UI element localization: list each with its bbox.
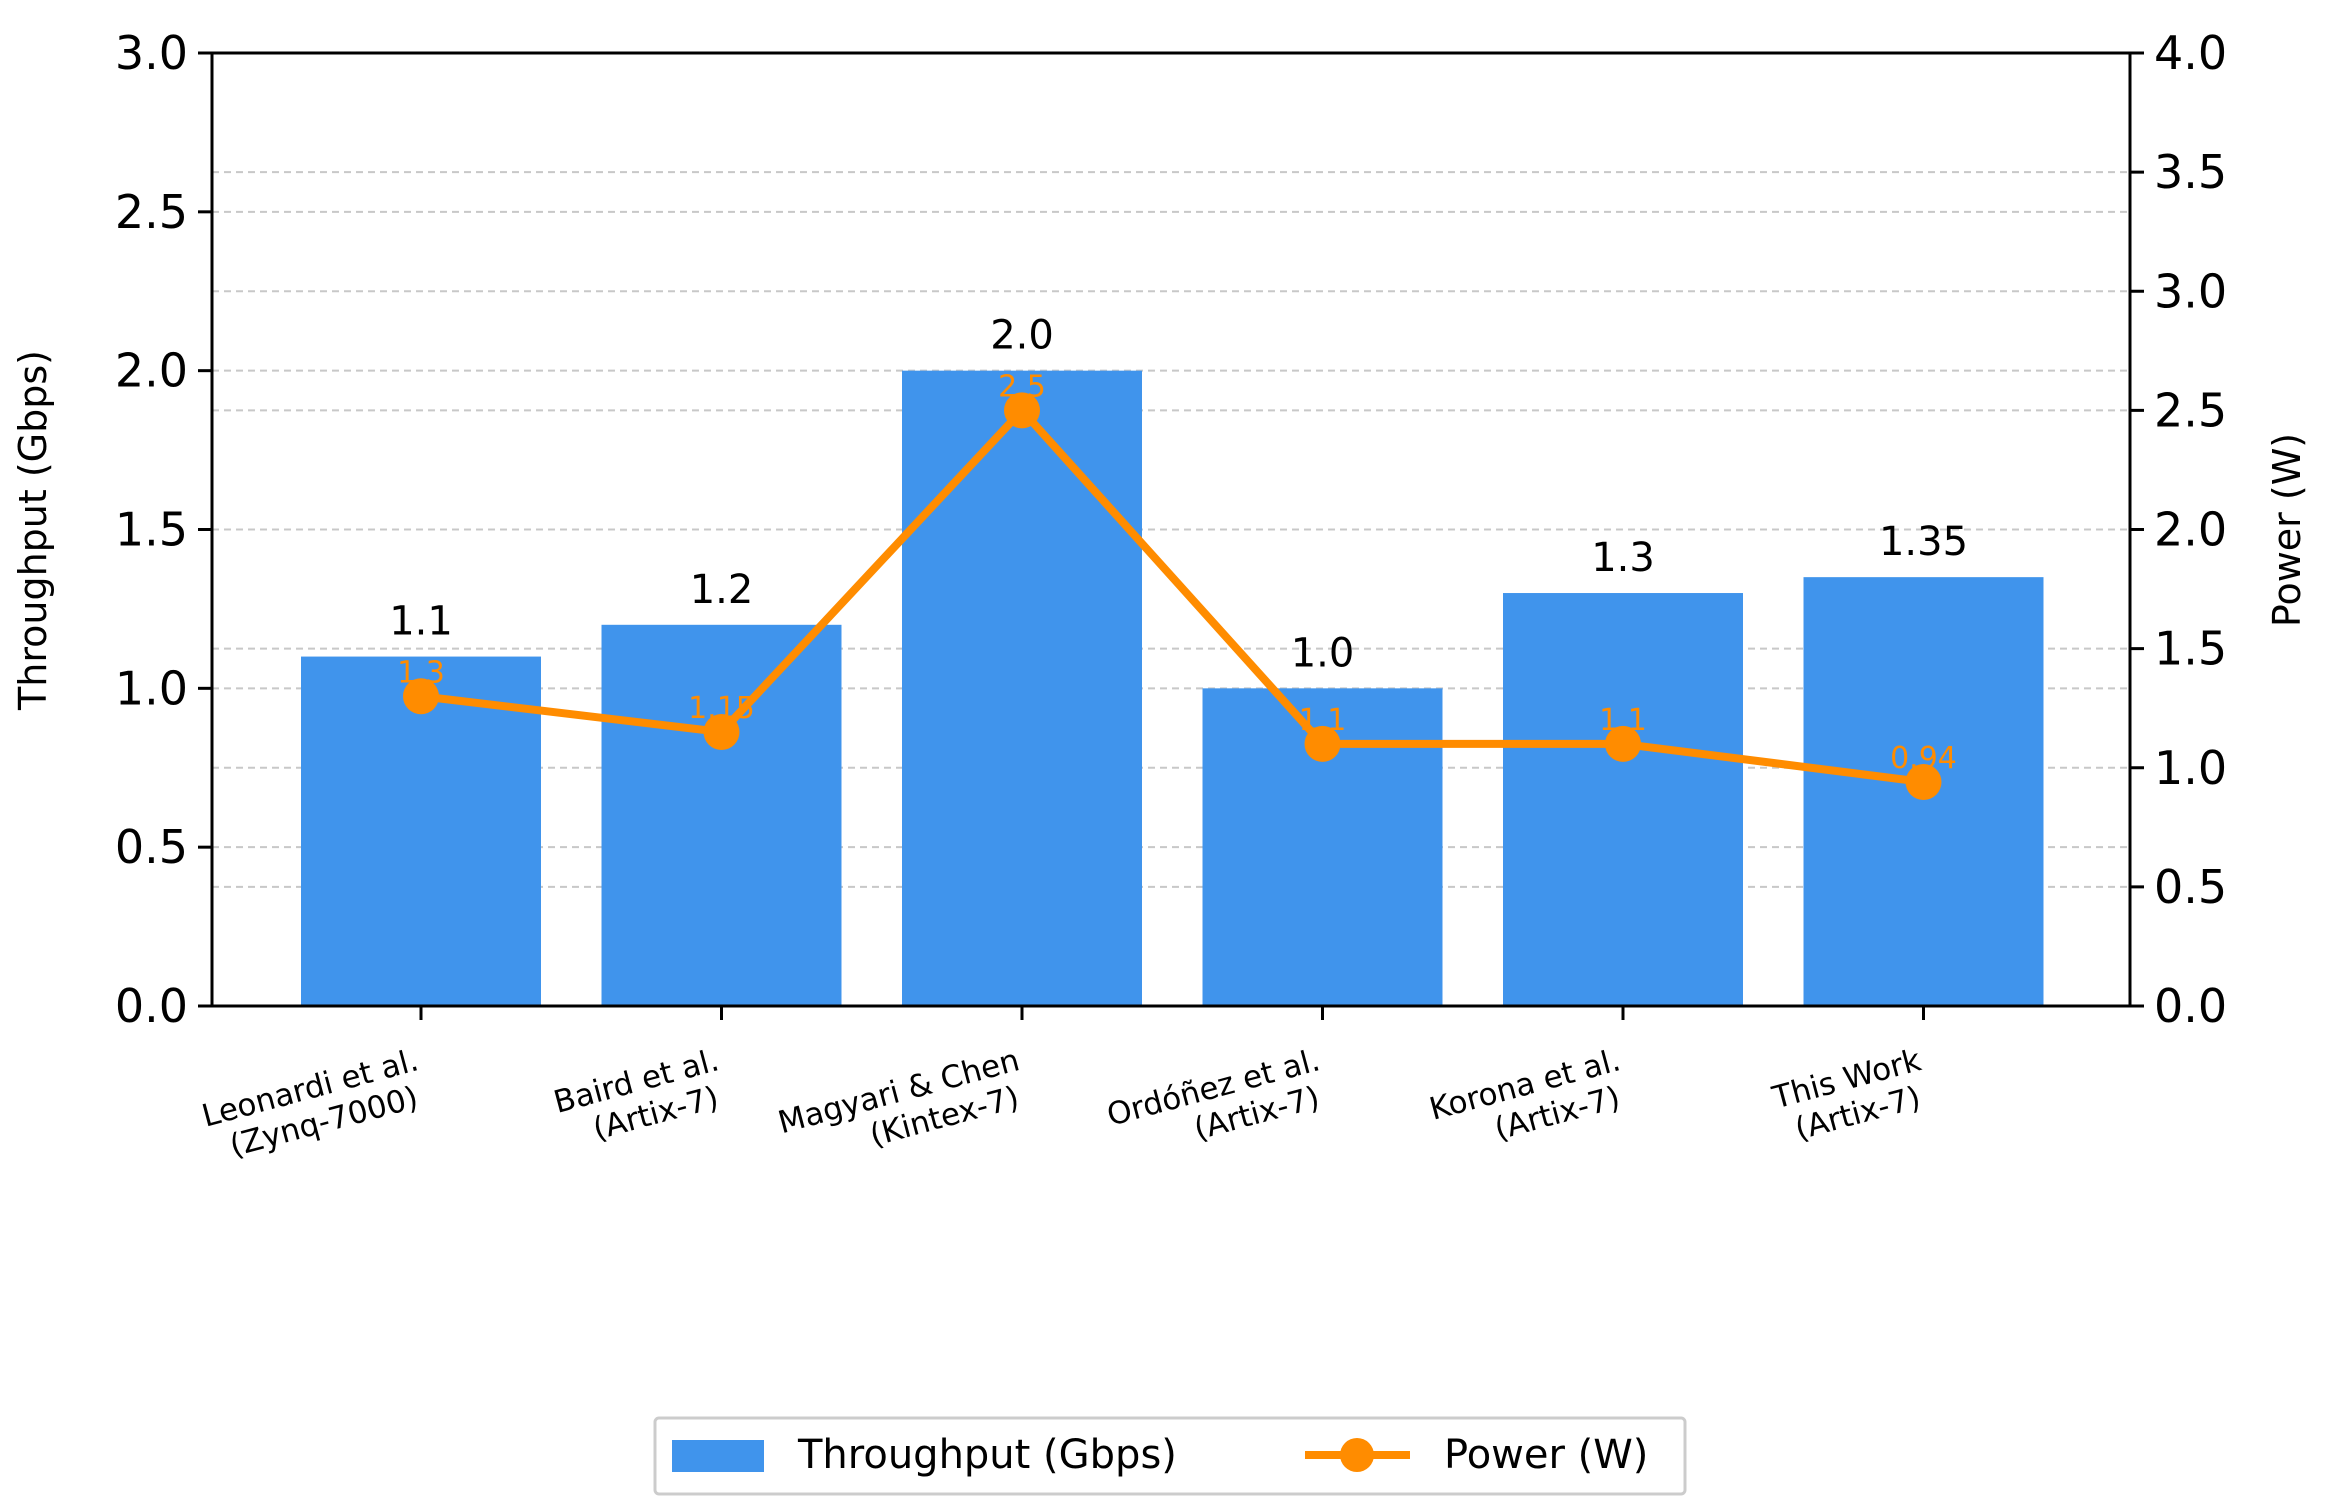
bar-label-5: 1.35 — [1879, 519, 1968, 565]
bar-0 — [301, 656, 541, 1006]
x-tick-labels: Leonardi et al.(Zynq-7000) Baird et al.(A… — [198, 1006, 1925, 1164]
throughput-bar-labels: 1.1 1.2 2.0 1.0 1.3 1.35 — [389, 313, 1968, 677]
power-label-0: 1.3 — [397, 655, 445, 690]
ytick-label-right-3: 1.5 — [2154, 622, 2227, 676]
power-label-2: 2.5 — [998, 369, 1046, 404]
power-marker-5 — [1905, 764, 1942, 801]
ytick-label-right-5: 2.5 — [2154, 383, 2227, 437]
bar-4 — [1503, 593, 1743, 1006]
power-label-3: 1.1 — [1299, 703, 1347, 738]
ytick-label-right-0: 0.0 — [2154, 979, 2227, 1033]
bar-label-2: 2.0 — [990, 313, 1054, 359]
legend: Throughput (Gbps) Power (W) — [653, 1416, 1687, 1496]
power-line — [420, 406, 1925, 787]
power-label-4: 1.1 — [1599, 703, 1647, 738]
legend-power-marker — [1340, 1438, 1374, 1472]
power-marker-4 — [1605, 725, 1641, 762]
ytick-label-right-4: 2.0 — [2154, 503, 2227, 557]
legend-power-label: Power (W) — [1444, 1432, 1648, 1478]
ytick-label-left-1: 0.5 — [115, 820, 188, 874]
ytick-label-left-4: 2.0 — [115, 344, 188, 398]
bar-1 — [601, 624, 842, 1006]
xtick-label-5: This Work(Artix-7) — [1768, 1042, 1925, 1147]
bar-label-1: 1.2 — [690, 567, 754, 613]
ytick-label-right-2: 1.0 — [2154, 741, 2227, 795]
power-marker-1 — [703, 714, 740, 751]
legend-throughput-swatch — [672, 1440, 764, 1472]
ytick-label-left-5: 2.5 — [115, 185, 188, 239]
xtick-label-1: Baird et al.(Artix-7) — [550, 1042, 723, 1147]
power-label-1: 1.15 — [688, 691, 755, 726]
xtick-label-3: Ordóñez et al.(Artix-7) — [1103, 1042, 1324, 1147]
ytick-label-left-0: 0.0 — [115, 979, 188, 1033]
xtick-label-4: Korona et al.(Artix-7) — [1426, 1042, 1624, 1147]
ytick-label-right-7: 3.5 — [2154, 145, 2227, 199]
bar-label-3: 1.0 — [1291, 630, 1355, 676]
power-label-5: 0.94 — [1890, 741, 1957, 776]
xtick-label-0: Leonardi et al.(Zynq-7000) — [198, 1042, 422, 1164]
bar-2 — [902, 370, 1142, 1007]
ytick-label-left-2: 1.0 — [115, 661, 188, 715]
axes: 0.0 0.5 1.0 1.5 2.0 2.5 3.0 0.0 0.5 1.0 1.5 2.0 2.5 3… — [115, 26, 2227, 1033]
y-axis-label-right: Power (W) — [2265, 433, 2309, 627]
ytick-label-left-6: 3.0 — [115, 26, 188, 80]
xtick-label-2: Magyari & Chen(Kintex-7) — [774, 1042, 1023, 1154]
legend-frame — [653, 1416, 1687, 1496]
bar-label-4: 1.3 — [1591, 535, 1655, 581]
ytick-label-right-8: 4.0 — [2154, 26, 2227, 80]
power-series: 1.3 1.15 2.5 1.1 1.1 0.94 — [397, 369, 1957, 801]
power-marker-3 — [1304, 725, 1341, 762]
ytick-label-right-6: 3.0 — [2154, 264, 2227, 318]
ytick-label-left-3: 1.5 — [115, 503, 188, 557]
bar-label-0: 1.1 — [389, 599, 453, 645]
power-marker-2 — [1004, 392, 1040, 429]
power-marker-0 — [403, 678, 439, 715]
throughput-bars — [301, 370, 2044, 1007]
legend-throughput-label: Throughput (Gbps) — [797, 1432, 1177, 1478]
y-axis-label-left: Throughput (Gbps) — [11, 350, 55, 711]
ytick-label-right-1: 0.5 — [2154, 860, 2227, 914]
